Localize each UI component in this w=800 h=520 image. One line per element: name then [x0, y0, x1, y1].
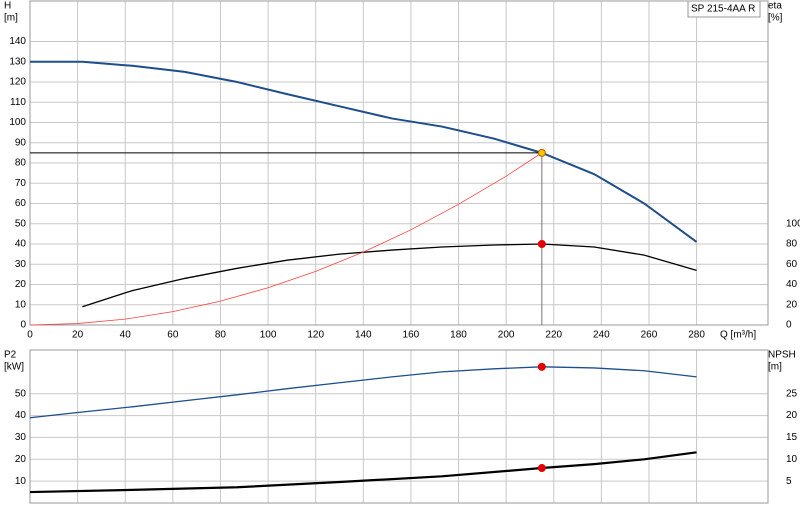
y-tick-label: 30 [15, 432, 27, 443]
duty-point [537, 148, 546, 157]
y-tick-label: 20 [15, 279, 27, 290]
x-tick-label: 220 [545, 330, 562, 341]
y-tick-label: 50 [15, 388, 27, 399]
chart-title: SP 215-4AA R [691, 4, 755, 15]
y-tick-label: 90 [15, 137, 27, 148]
y-axis-label: P2 [4, 350, 17, 361]
duty-point [537, 362, 546, 371]
y2-axis-unit: [%] [768, 13, 783, 24]
x-tick-label: 80 [215, 330, 227, 341]
y-tick-label: 30 [15, 259, 27, 270]
y-tick-label: 0 [20, 320, 26, 331]
x-tick-label: 160 [403, 330, 420, 341]
y-tick-label: 70 [15, 178, 27, 189]
y2-tick-label: 100 [786, 218, 800, 229]
y-axis-unit: [kW] [4, 362, 24, 373]
y2-tick-label: 80 [786, 239, 798, 250]
curve [29, 366, 697, 419]
y2-tick-label: 20 [786, 299, 798, 310]
curve [29, 152, 543, 326]
x-tick-label: 100 [260, 330, 277, 341]
x-tick-label: 260 [641, 330, 658, 341]
y-tick-label: 50 [15, 218, 27, 229]
title-box [687, 0, 761, 18]
y2-tick-label: 10 [786, 454, 798, 465]
y2-tick-label: 15 [786, 432, 798, 443]
x-tick-label: 20 [72, 330, 84, 341]
x-tick-label: 280 [688, 330, 705, 341]
curve [30, 60, 698, 243]
plot-frame [29, 349, 769, 504]
y2-axis-unit: [m] [768, 362, 782, 373]
curve [29, 451, 697, 494]
x-tick-label: 40 [120, 330, 132, 341]
y2-tick-label: 20 [786, 410, 798, 421]
x-tick-label: 240 [593, 330, 610, 341]
y2-axis-label: NPSH [768, 350, 796, 361]
y-axis-label: H [4, 1, 11, 12]
y2-tick-label: 60 [786, 259, 798, 270]
plot-frame [29, 0, 769, 326]
y-tick-label: 40 [15, 410, 27, 421]
x-tick-label: 200 [498, 330, 515, 341]
x-tick-label: 180 [450, 330, 467, 341]
y-tick-label: 60 [15, 198, 27, 209]
y-tick-label: 10 [15, 476, 27, 487]
x-axis-label: Q [m³/h] [720, 330, 756, 341]
y-tick-label: 20 [15, 454, 27, 465]
y-tick-label: 110 [10, 97, 26, 108]
y2-axis-label: eta [768, 1, 782, 12]
y-tick-label: 140 [9, 36, 26, 47]
y-tick-label: 130 [9, 56, 26, 67]
curve [82, 243, 697, 308]
y2-tick-label: 25 [786, 388, 798, 399]
duty-point [537, 240, 546, 248]
y-axis-unit: [m] [4, 13, 18, 24]
y2-tick-label: 0 [786, 320, 792, 331]
x-tick-label: 140 [355, 330, 372, 341]
y-tick-label: 80 [15, 158, 27, 169]
duty-point [537, 464, 546, 473]
y-tick-label: 120 [9, 77, 26, 88]
x-tick-label: 120 [307, 330, 324, 341]
y-tick-label: 10 [15, 299, 27, 310]
y-tick-label: 40 [15, 239, 27, 250]
x-tick-label: 0 [27, 330, 33, 341]
y-tick-label: 100 [9, 117, 26, 128]
x-tick-label: 60 [167, 330, 179, 341]
y2-tick-label: 40 [786, 279, 798, 290]
y2-tick-label: 5 [786, 476, 792, 487]
